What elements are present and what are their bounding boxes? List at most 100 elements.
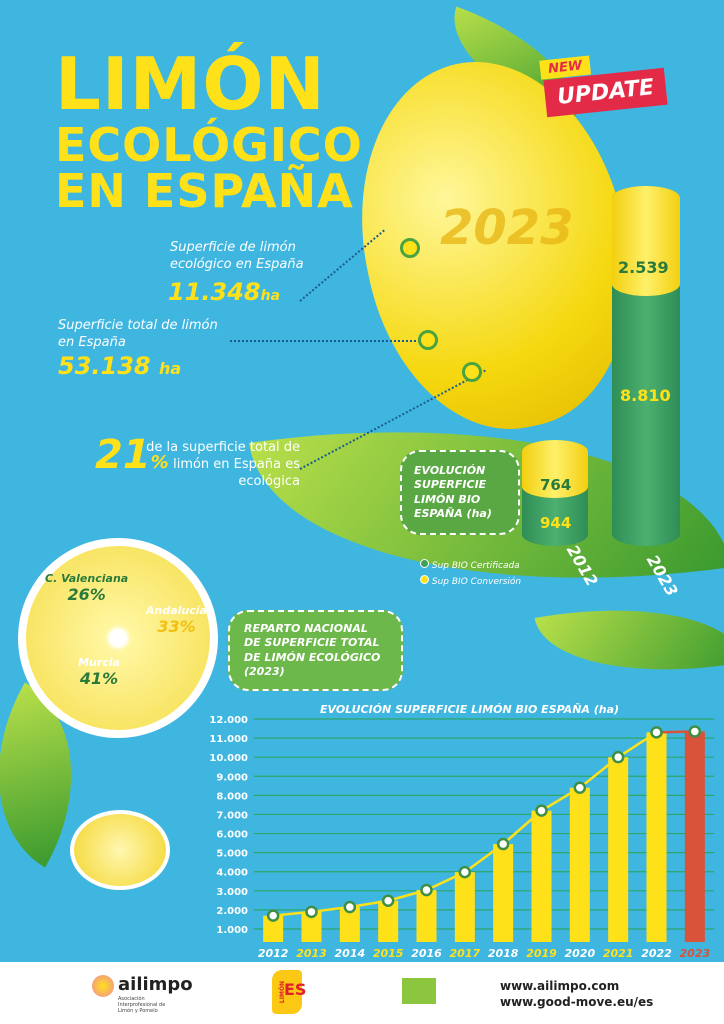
data-point [420, 883, 433, 897]
stat2-value: 53.138 ha [58, 352, 181, 380]
stat1-value: 11.348ha [168, 278, 280, 306]
value-2023-conversion: 2.539 [618, 258, 669, 277]
y-tick-label: 8.000 [216, 791, 248, 802]
stat3-value: 21% [95, 432, 169, 478]
legend-swatch [420, 575, 429, 585]
stat3-number: 21 [95, 432, 151, 478]
region-name: Andalucía [146, 604, 207, 617]
limones-logo [272, 970, 302, 1014]
ailimpo-sub: Asociación Interprofesional de Limón y P… [118, 996, 166, 1014]
cylinder-2023-conversion [612, 186, 680, 296]
x-tick-label: 2021 [603, 947, 634, 960]
connector [230, 340, 420, 342]
bar [531, 810, 552, 942]
marker-dot [418, 330, 438, 350]
y-tick-label: 11.000 [209, 734, 248, 745]
legend: Sup BIO Certificada Sup BIO Conversión [420, 558, 521, 590]
x-tick-label: 2012 [258, 947, 289, 960]
region-valenciana: C. Valenciana 26% [45, 572, 128, 604]
bar [646, 732, 667, 942]
update-label: UPDATE [555, 74, 656, 111]
legend-item: Sup BIO Certificada [420, 558, 521, 574]
title-line1: LIMÓN [55, 42, 326, 126]
bar [301, 911, 322, 942]
y-tick-label: 12.000 [209, 715, 248, 726]
bar [339, 907, 360, 942]
y-tick-label: 5.000 [216, 849, 248, 860]
region-name: Murcia [78, 656, 120, 669]
title-line3: EN ESPAÑA [55, 164, 354, 218]
data-point [650, 726, 663, 739]
update-badge: NEW UPDATE [539, 55, 668, 118]
data-point [458, 865, 472, 879]
y-tick-label: 1.000 [216, 925, 248, 936]
y-tick-label: 2.000 [216, 906, 248, 917]
x-tick-label: 2013 [296, 947, 327, 960]
data-point [688, 725, 702, 738]
region-murcia: Murcia 41% [78, 656, 120, 688]
footer [0, 962, 724, 1024]
bar [378, 900, 399, 942]
footer-links: www.ailimpo.com www.good-move.eu/es [500, 978, 653, 1010]
reparto-box: REPARTO NACIONAL DE SUPERFICIE TOTAL DE … [228, 610, 403, 692]
data-point [573, 781, 587, 794]
link-ailimpo[interactable]: www.ailimpo.com [500, 979, 620, 993]
data-point [611, 750, 625, 764]
bar [454, 872, 475, 942]
legend-item: Sup BIO Conversión [420, 574, 521, 590]
value-2012-conversion: 764 [540, 476, 572, 494]
evolucion-box: EVOLUCIÓN SUPERFICIE LIMÓN BIO ESPAÑA (h… [400, 450, 520, 536]
title-line2: ECOLÓGICO [55, 118, 363, 172]
bar [569, 787, 590, 942]
region-andalucia: Andalucía 33% [146, 604, 207, 636]
bar [263, 915, 284, 942]
data-point [343, 900, 357, 914]
x-tick-label: 2023 [680, 947, 711, 960]
bar-chart: 1.000 2.000 3.000 4.000 5.000 6.000 7.000 8.000… [209, 715, 714, 960]
limones-brand: ES [284, 980, 307, 999]
ailimpo-logo-icon [92, 975, 114, 997]
legend-label: Sup BIO Certificada [431, 561, 520, 571]
value-2023-certificada: 8.810 [620, 386, 671, 405]
bar [493, 844, 514, 942]
stat1-number: 11.348 [168, 278, 261, 306]
leaf-right [534, 583, 724, 697]
lemon-half [70, 810, 170, 890]
stat2-unit: ha [158, 359, 182, 378]
data-point [266, 909, 280, 922]
bar [416, 890, 437, 942]
bar [684, 731, 705, 942]
region-pct: 41% [79, 669, 119, 688]
y-tick-label: 10.000 [209, 753, 248, 764]
x-tick-label: 2019 [526, 947, 557, 960]
x-tick-label: 2018 [488, 947, 519, 960]
data-point [381, 894, 395, 907]
legend-label: Sup BIO Conversión [431, 577, 522, 588]
value-2012-certificada: 944 [540, 514, 572, 532]
x-tick-label: 2016 [411, 947, 442, 960]
year-watermark: 2023 [440, 200, 574, 256]
stat1-label: Superficie de limón ecológico en España [170, 240, 304, 272]
data-point [535, 804, 548, 817]
stat2-number: 53.138 [58, 352, 151, 380]
stat2-label: Superficie total de limón en España [58, 318, 218, 350]
legend-swatch [420, 559, 429, 568]
y-tick-label: 6.000 [216, 830, 248, 841]
stat3-unit: % [150, 452, 169, 473]
x-tick-label: 2015 [373, 947, 404, 960]
ailimpo-logo-text: ailimpo [118, 974, 193, 995]
marker-dot [462, 362, 482, 382]
region-pct: 26% [67, 585, 106, 604]
marker-dot [400, 238, 420, 258]
region-name: C. Valenciana [45, 572, 129, 585]
x-tick-label: 2020 [565, 947, 596, 960]
stat1-unit: ha [260, 288, 281, 304]
bar [608, 757, 629, 942]
x-tick-label: 2022 [641, 947, 672, 960]
eu-organic-logo-icon [402, 978, 436, 1004]
link-goodmove[interactable]: www.good-move.eu/es [500, 995, 654, 1010]
lemon-slice-pie [18, 538, 218, 738]
cylinder-2012-conversion [522, 440, 588, 498]
y-tick-label: 4.000 [216, 868, 248, 879]
chart-title: EVOLUCIÓN SUPERFICIE LIMÓN BIO ESPAÑA (h… [320, 703, 620, 716]
